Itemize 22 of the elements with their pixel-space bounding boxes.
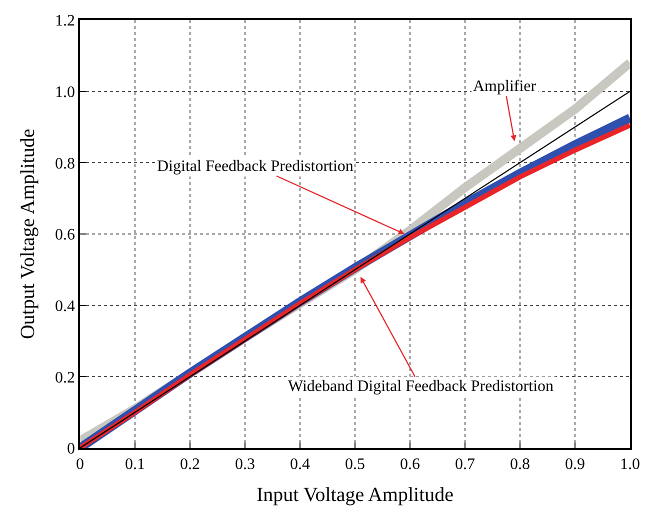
annotation: Digital Feedback Predistortion (157, 158, 354, 175)
x-tick-label: 0.4 (290, 456, 310, 473)
y-tick-label: 0 (67, 440, 76, 458)
y-tick-label: 0.8 (55, 155, 76, 172)
annotation: Wideband Digital Feedback Predistortion (288, 378, 554, 395)
y-tick-label: 1.0 (55, 84, 76, 101)
y-tick-label: 0.4 (55, 298, 76, 315)
x-tick-label: 0.6 (400, 456, 420, 473)
x-tick-label: 0.3 (235, 456, 255, 473)
x-tick-label: 0.2 (180, 456, 200, 473)
x-tick-label: 0.1 (125, 456, 145, 473)
y-tick-label: 1.2 (55, 12, 76, 30)
annotation: Amplifier (473, 78, 537, 95)
y-tick-label: 0.2 (55, 369, 76, 386)
x-tick-label: 0.9 (565, 456, 585, 473)
x-axis-title: Input Voltage Amplitude (256, 484, 454, 506)
x-tick-label: 0.8 (510, 456, 530, 473)
y-axis-title: Output Voltage Amplitude (17, 128, 40, 340)
x-tick-label: 0.7 (455, 456, 475, 473)
x-tick-label: 0.5 (345, 456, 365, 473)
y-tick-label: 0.6 (55, 226, 76, 244)
x-tick-label: 1.0 (620, 456, 640, 473)
